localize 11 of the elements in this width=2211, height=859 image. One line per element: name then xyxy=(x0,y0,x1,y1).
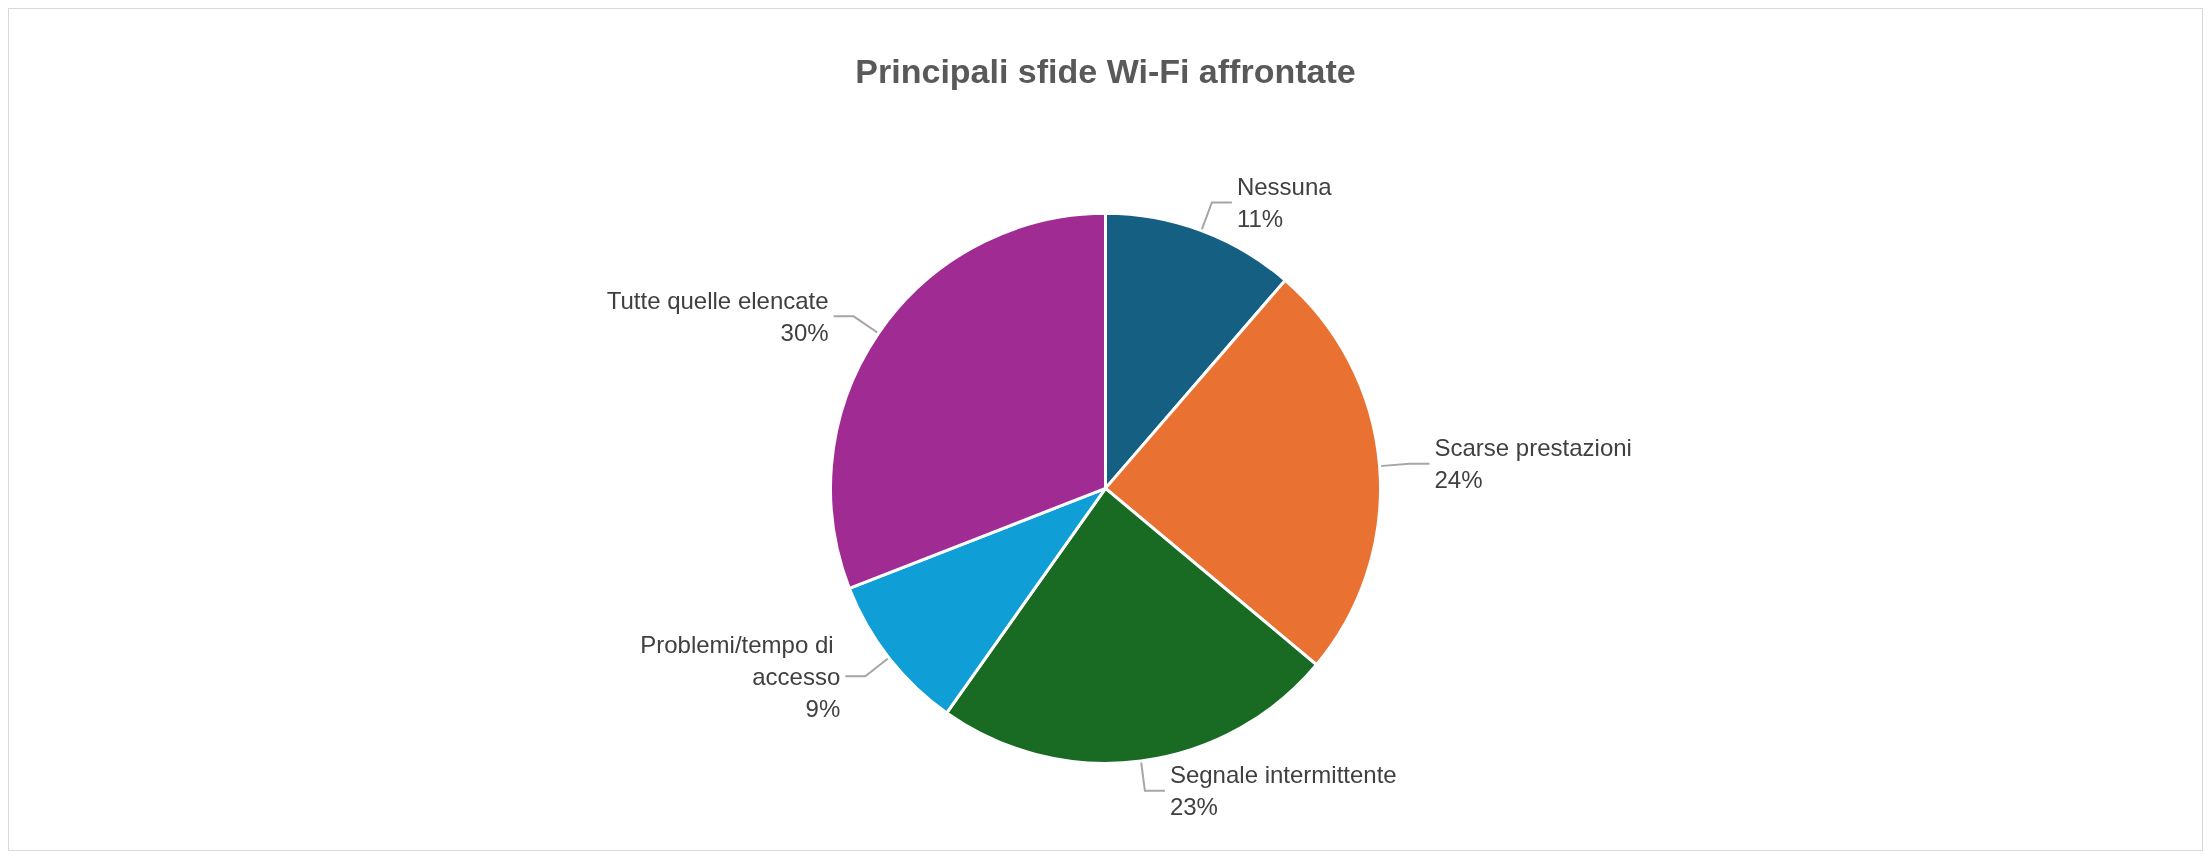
slice-label: Nessuna xyxy=(1236,173,1333,201)
slice-label: Scarse prestazioni xyxy=(1434,434,1632,462)
data-label: 23% xyxy=(1169,793,1218,821)
slice-label: Problemi/tempo di accesso xyxy=(640,630,841,690)
data-label: 24% xyxy=(1434,466,1483,494)
slice-label: Segnale intermittente xyxy=(1169,761,1397,789)
chart-title: Principali sfide Wi-Fi affrontate xyxy=(855,52,1356,90)
data-label: 30% xyxy=(780,318,829,346)
slice-label: Tutte quelle elencate xyxy=(606,286,829,314)
data-label: 11% xyxy=(1236,205,1284,233)
data-label: 9% xyxy=(805,694,841,722)
